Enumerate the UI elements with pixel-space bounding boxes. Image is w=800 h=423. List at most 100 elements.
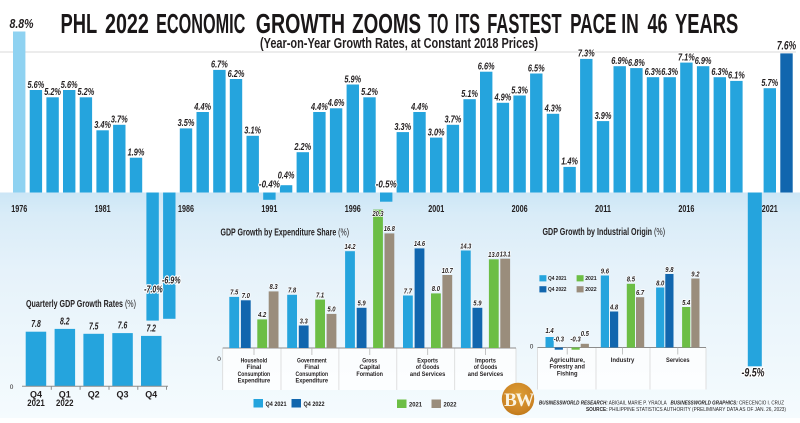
svg-text:5.2%: 5.2%: [44, 86, 61, 98]
svg-text:0: 0: [217, 356, 221, 363]
svg-text:Q4 2021: Q4 2021: [266, 401, 287, 408]
svg-text:6.7%: 6.7%: [211, 59, 228, 71]
svg-text:Government: Government: [297, 358, 327, 365]
svg-text:2001: 2001: [428, 203, 444, 215]
svg-text:-7.0%: -7.0%: [144, 284, 163, 296]
svg-text:14.3: 14.3: [460, 241, 472, 250]
svg-text:GDP Growth by Industrial Origi: GDP Growth by Industrial Origin (%): [543, 226, 666, 238]
svg-text:4.4%: 4.4%: [310, 101, 328, 113]
svg-text:6.9%: 6.9%: [695, 55, 712, 67]
svg-text:6.7: 6.7: [636, 288, 645, 297]
svg-text:1981: 1981: [95, 203, 111, 215]
svg-text:-0.3: -0.3: [570, 335, 581, 344]
svg-text:2011: 2011: [595, 203, 611, 215]
svg-text:0.4%: 0.4%: [278, 170, 295, 182]
svg-text:2021: 2021: [27, 398, 45, 408]
svg-text:of Goods: of Goods: [474, 364, 498, 371]
svg-text:3.4%: 3.4%: [94, 119, 111, 131]
svg-text:4.9%: 4.9%: [494, 92, 512, 104]
svg-text:Expenditure: Expenditure: [238, 378, 271, 385]
svg-text:Services: Services: [666, 357, 690, 364]
svg-text:(Year-on-Year Growth Rates, at: (Year-on-Year Growth Rates, at Constant …: [260, 36, 538, 52]
svg-text:1.4%: 1.4%: [561, 156, 578, 168]
svg-text:BW: BW: [504, 390, 534, 411]
svg-text:3.9%: 3.9%: [595, 110, 612, 122]
svg-text:Household: Household: [241, 358, 268, 365]
svg-text:8.5: 8.5: [627, 275, 636, 284]
svg-text:7.7: 7.7: [404, 286, 413, 295]
svg-text:GDP Growth by Expenditure Shar: GDP Growth by Expenditure Share (%): [221, 227, 350, 239]
svg-text:6.5%: 6.5%: [528, 62, 545, 74]
svg-text:8.2: 8.2: [60, 315, 70, 327]
svg-text:1.9%: 1.9%: [128, 147, 145, 159]
svg-text:6.2%: 6.2%: [228, 68, 245, 80]
svg-text:5.9: 5.9: [358, 299, 367, 308]
svg-text:7.1: 7.1: [316, 290, 324, 299]
svg-text:Consumption: Consumption: [238, 371, 271, 378]
svg-text:2022: 2022: [56, 398, 74, 408]
svg-text:Industry: Industry: [611, 357, 635, 364]
svg-text:Agriculture,: Agriculture,: [550, 357, 585, 364]
svg-text:3.3%: 3.3%: [394, 121, 411, 133]
svg-text:2022: 2022: [585, 287, 597, 293]
svg-text:5.6%: 5.6%: [61, 79, 78, 91]
svg-text:7.6: 7.6: [118, 320, 128, 332]
svg-text:5.7%: 5.7%: [761, 77, 778, 89]
svg-text:2022: 2022: [444, 402, 458, 409]
svg-text:10.7: 10.7: [442, 266, 454, 275]
svg-text:20.3: 20.3: [372, 209, 384, 218]
svg-text:9.6: 9.6: [601, 266, 610, 275]
svg-text:2.2%: 2.2%: [294, 141, 312, 153]
svg-text:7.8: 7.8: [288, 286, 297, 295]
svg-text:7.8: 7.8: [31, 318, 41, 330]
svg-text:0: 0: [10, 384, 14, 391]
svg-text:1.4: 1.4: [546, 326, 555, 335]
svg-text:and Services: and Services: [410, 371, 446, 378]
svg-text:7.1%: 7.1%: [678, 51, 695, 63]
svg-text:Q4 2021: Q4 2021: [548, 276, 567, 282]
svg-text:1991: 1991: [261, 203, 277, 215]
svg-text:3.7%: 3.7%: [111, 114, 128, 126]
svg-text:7.2: 7.2: [146, 322, 156, 334]
svg-text:14.2: 14.2: [345, 242, 357, 251]
svg-text:16.8: 16.8: [384, 224, 396, 233]
svg-text:Q3: Q3: [117, 390, 129, 400]
svg-text:Q4: Q4: [145, 390, 157, 400]
svg-text:SOURCE: PHILIPPINE STATISTICS: SOURCE: PHILIPPINE STATISTICS AUTHORITY …: [586, 407, 786, 413]
svg-text:5.6%: 5.6%: [28, 79, 45, 91]
svg-text:4.4%: 4.4%: [194, 101, 212, 113]
svg-text:7.5: 7.5: [230, 288, 239, 297]
svg-text:13.1: 13.1: [500, 250, 511, 259]
svg-text:and Services: and Services: [468, 371, 504, 378]
svg-text:3.3: 3.3: [300, 316, 309, 325]
svg-text:Forestry and: Forestry and: [550, 364, 585, 371]
svg-text:Fishing: Fishing: [557, 370, 578, 377]
svg-text:Gross: Gross: [362, 358, 377, 365]
svg-text:Final: Final: [247, 364, 262, 371]
svg-text:Q4 2022: Q4 2022: [548, 287, 567, 293]
svg-text:Q2: Q2: [88, 390, 100, 400]
svg-text:4.3%: 4.3%: [544, 103, 562, 115]
svg-text:6.3%: 6.3%: [661, 66, 678, 78]
svg-text:Imports: Imports: [475, 358, 496, 365]
svg-text:4.6%: 4.6%: [327, 97, 345, 109]
svg-text:Quarterly GDP Growth Rates (%): Quarterly GDP Growth Rates (%): [26, 298, 136, 310]
svg-text:6.6%: 6.6%: [478, 61, 495, 73]
svg-text:of Goods: of Goods: [416, 364, 440, 371]
svg-text:6.9%: 6.9%: [611, 55, 628, 67]
svg-text:-6.9%: -6.9%: [162, 275, 181, 287]
svg-text:3.7%: 3.7%: [445, 114, 462, 126]
svg-text:3.0%: 3.0%: [428, 126, 445, 138]
svg-text:4.8: 4.8: [609, 302, 619, 311]
svg-text:0: 0: [530, 344, 534, 351]
svg-text:5.4: 5.4: [682, 298, 691, 307]
svg-text:3.5%: 3.5%: [178, 117, 195, 129]
svg-text:Q4 2022: Q4 2022: [304, 401, 325, 408]
svg-text:Exports: Exports: [417, 358, 438, 365]
svg-text:Expenditure: Expenditure: [296, 378, 329, 385]
svg-text:3.1%: 3.1%: [244, 125, 261, 137]
svg-text:14.6: 14.6: [414, 239, 426, 248]
svg-text:13.0: 13.0: [488, 250, 500, 259]
svg-text:Consumption: Consumption: [296, 371, 329, 378]
